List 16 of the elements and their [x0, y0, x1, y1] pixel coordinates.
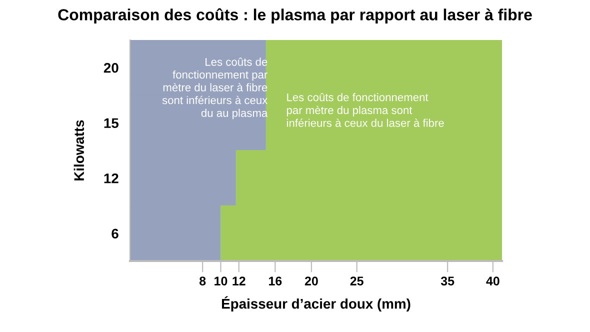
- x-tick-label: 16: [269, 276, 282, 286]
- y-tick-label: 6: [112, 228, 118, 239]
- y-tick-label: 15: [104, 118, 119, 128]
- x-tick-label: 12: [232, 276, 246, 286]
- x-tick-label: 25: [350, 276, 364, 286]
- y-axis-title: Kilowatts: [74, 120, 84, 180]
- y-tick-label: 20: [104, 62, 118, 73]
- x-tick-label: 35: [440, 276, 454, 286]
- x-axis-title: Épaisseur d’acier doux (mm): [222, 296, 410, 312]
- chart-title: Comparaison des coûts : le plasma par rapport au laser à fibre: [58, 8, 532, 24]
- y-tick-label: 12: [104, 173, 118, 184]
- x-tick-label: 20: [304, 276, 318, 286]
- x-tick-label: 8: [200, 276, 206, 286]
- x-tick-label: 10: [214, 276, 228, 286]
- x-tick-label: 40: [486, 276, 500, 286]
- annotation: Les coûts de fonctionnement par mètre du plasma sont inférieurs à ceux du laser à fibre: [286, 93, 444, 127]
